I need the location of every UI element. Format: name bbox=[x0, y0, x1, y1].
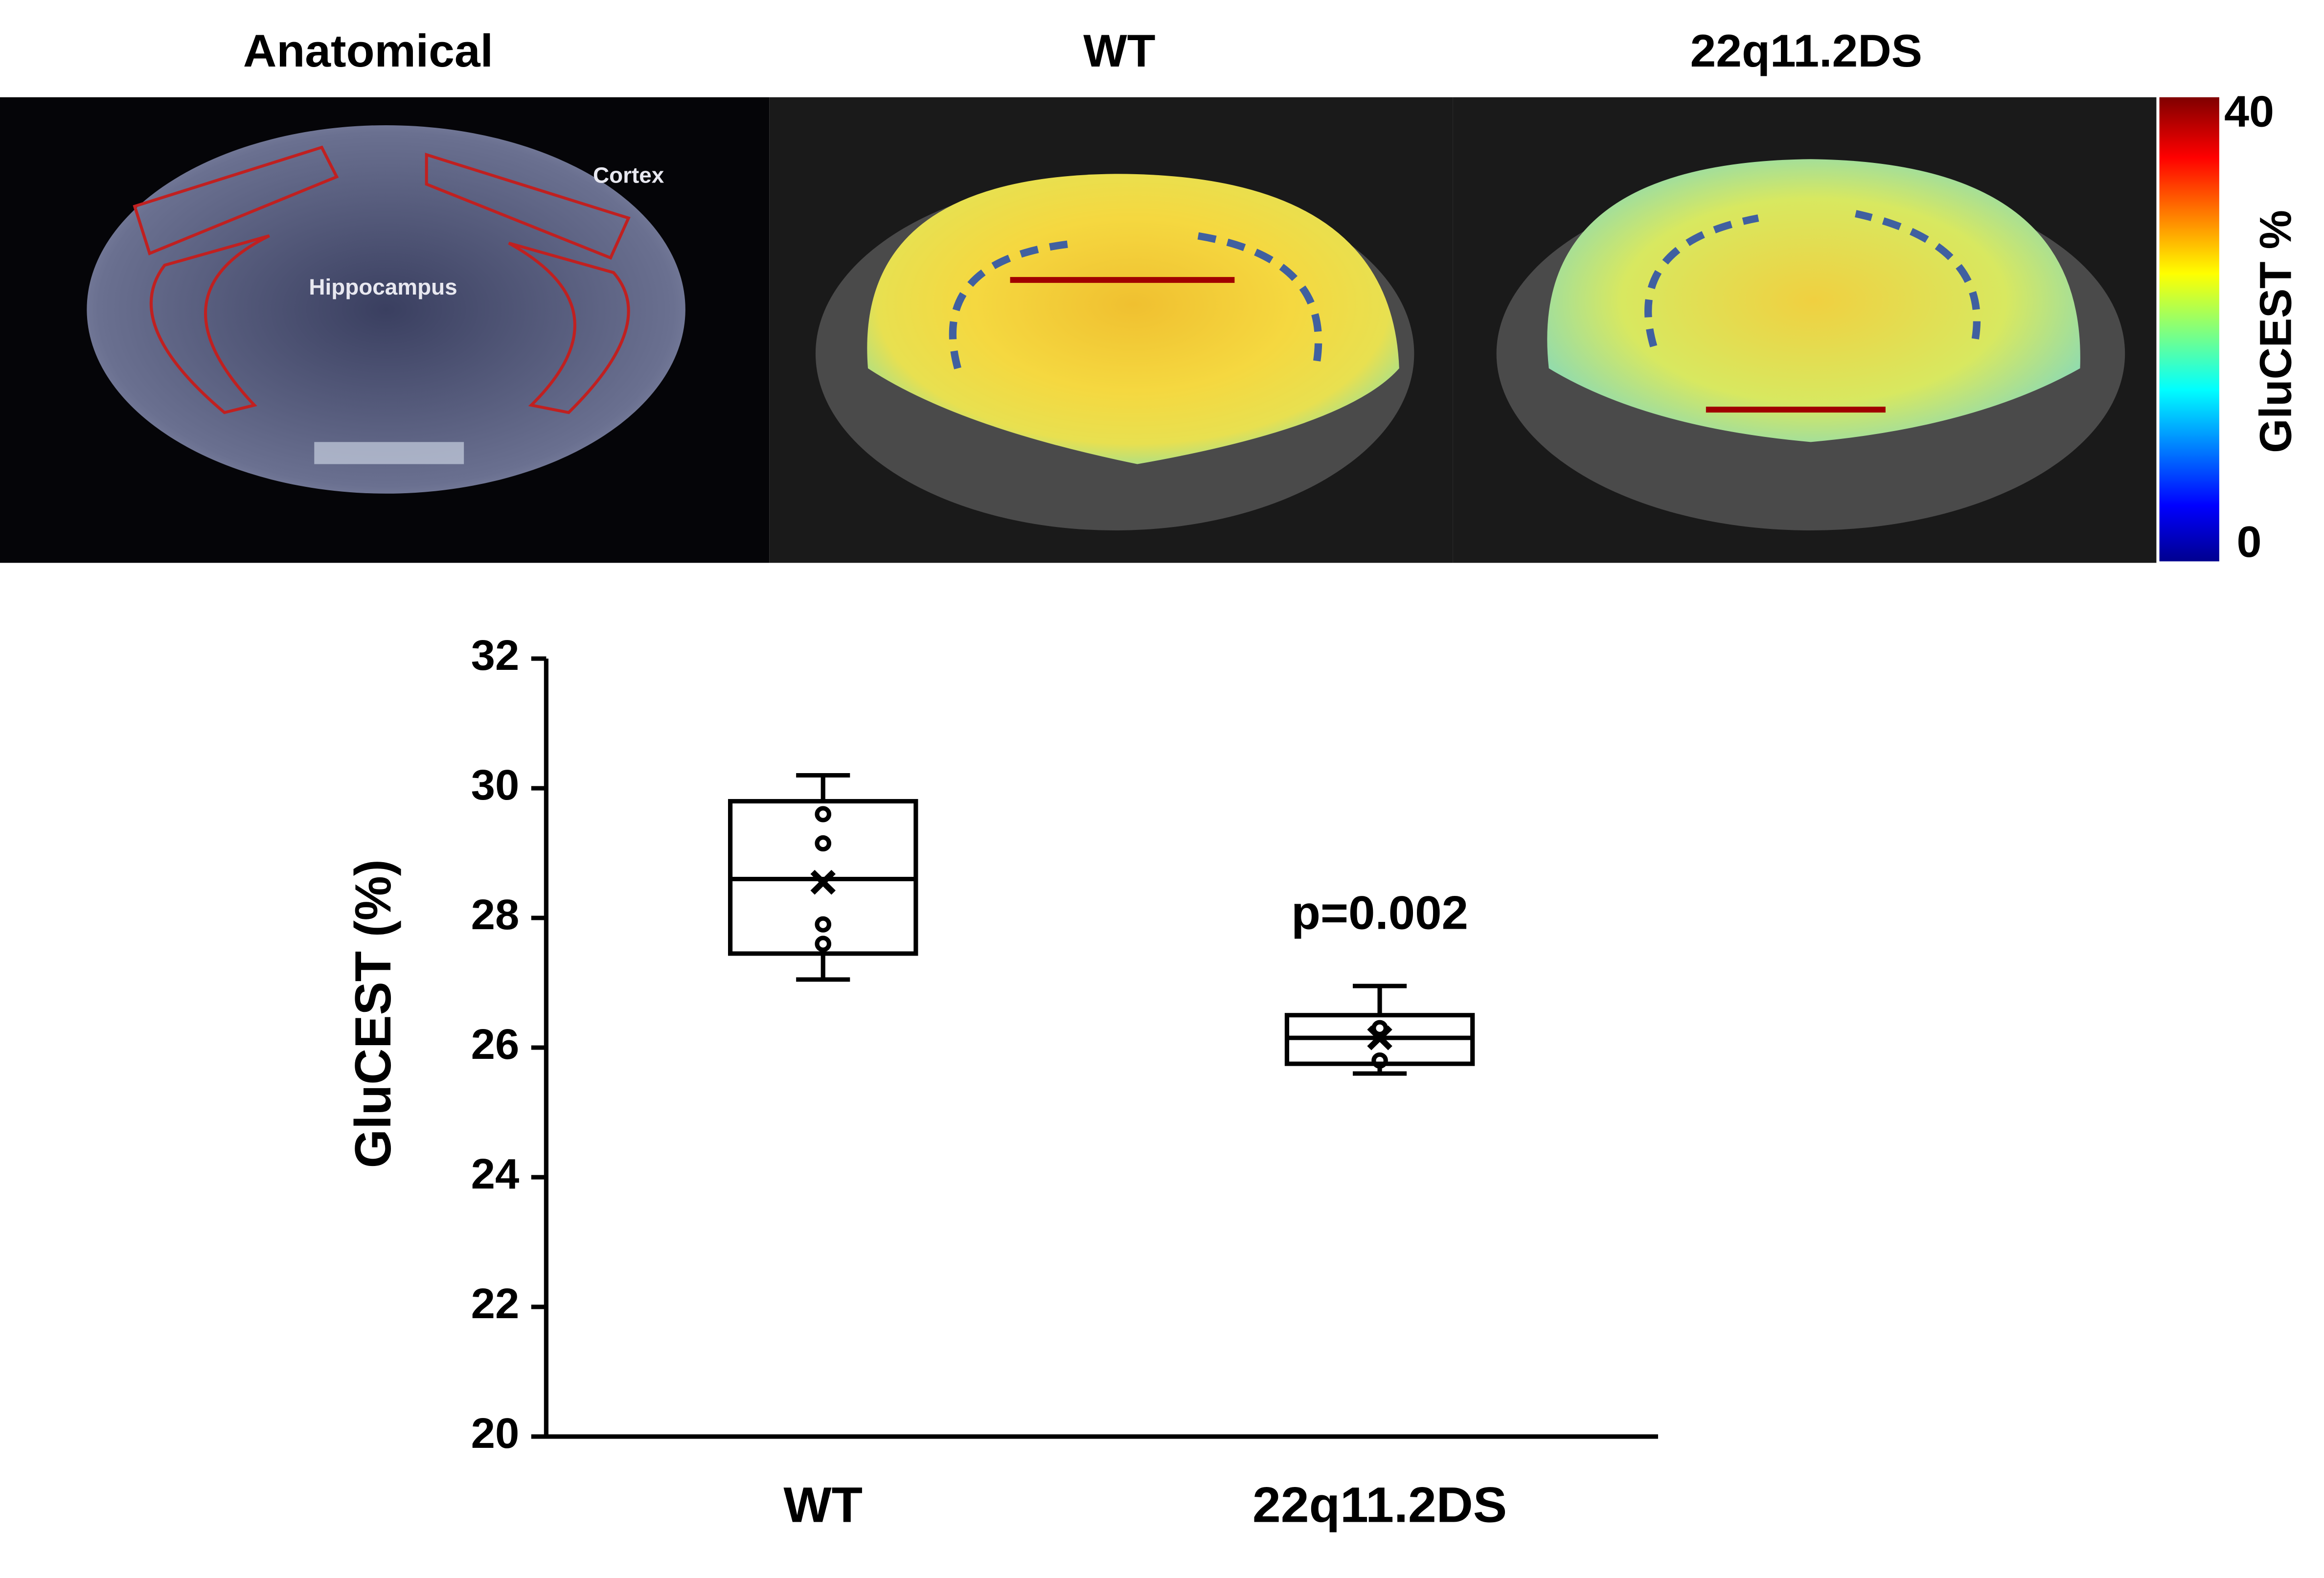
mean-marker bbox=[810, 869, 836, 895]
colorbar-tick-label: 40 bbox=[2224, 87, 2274, 136]
wt-map-image bbox=[769, 97, 1453, 563]
mean-marker bbox=[1367, 1025, 1392, 1051]
colorbar bbox=[2159, 97, 2219, 562]
y-tick-label: 22 bbox=[471, 1280, 520, 1327]
data-point bbox=[815, 806, 832, 823]
x-tick-label: WT bbox=[783, 1477, 863, 1532]
y-tick-label: 32 bbox=[471, 631, 520, 679]
colorbar-tick-label: 0 bbox=[2237, 518, 2262, 567]
panel-title: 22q11.2DS bbox=[1690, 25, 1922, 76]
anatomical-image bbox=[0, 97, 770, 563]
y-tick-label: 20 bbox=[471, 1409, 520, 1457]
y-tick-label: 26 bbox=[471, 1020, 520, 1068]
x-tick-label: 22q11.2DS bbox=[1253, 1477, 1507, 1532]
panel-title: Anatomical bbox=[243, 25, 493, 76]
data-point bbox=[1371, 1052, 1388, 1069]
annotation: p=0.002 bbox=[1291, 886, 1468, 939]
y-tick-label: 30 bbox=[471, 761, 520, 809]
region-label: Cortex bbox=[593, 163, 664, 188]
y-tick-label: 24 bbox=[471, 1150, 520, 1198]
region-label: Hippocampus bbox=[309, 274, 457, 299]
y-tick-label: 28 bbox=[471, 891, 520, 938]
panel-title: WT bbox=[1083, 25, 1155, 76]
data-point bbox=[815, 916, 832, 933]
data-point bbox=[815, 936, 832, 952]
data-point bbox=[815, 835, 832, 852]
22q-map-image bbox=[1453, 97, 2157, 563]
colorbar-label: GluCEST % bbox=[2251, 210, 2301, 453]
y-axis-label: GluCEST (%) bbox=[345, 859, 402, 1168]
